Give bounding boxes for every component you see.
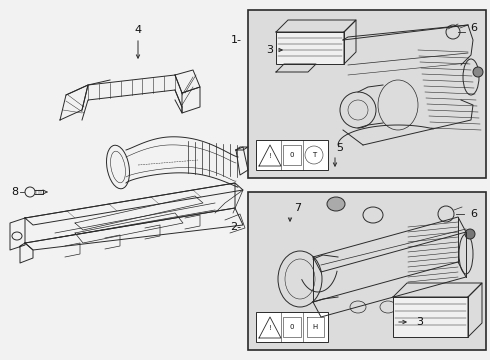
Text: 1-: 1-: [230, 35, 242, 45]
Text: H: H: [313, 324, 318, 330]
Text: 8: 8: [11, 187, 18, 197]
Text: T: T: [312, 152, 316, 158]
Text: 6: 6: [470, 209, 477, 219]
Bar: [283, 145, 301, 165]
Text: !: !: [269, 153, 271, 159]
Bar: [393, 297, 468, 337]
Ellipse shape: [465, 229, 475, 239]
Text: 2-: 2-: [230, 222, 242, 232]
Bar: [248, 10, 486, 178]
Text: 4: 4: [134, 25, 142, 35]
Ellipse shape: [327, 197, 345, 211]
Text: 3: 3: [416, 317, 423, 327]
Text: 0: 0: [290, 152, 294, 158]
Bar: [283, 317, 301, 337]
Text: 5: 5: [337, 143, 343, 153]
Text: !: !: [269, 325, 271, 331]
Text: 3: 3: [267, 45, 273, 55]
Text: 0: 0: [290, 324, 294, 330]
Text: 7: 7: [294, 203, 301, 213]
Bar: [256, 140, 328, 170]
Bar: [248, 192, 486, 350]
Bar: [256, 312, 328, 342]
Text: 6: 6: [470, 23, 477, 33]
Bar: [276, 32, 344, 64]
Ellipse shape: [473, 67, 483, 77]
